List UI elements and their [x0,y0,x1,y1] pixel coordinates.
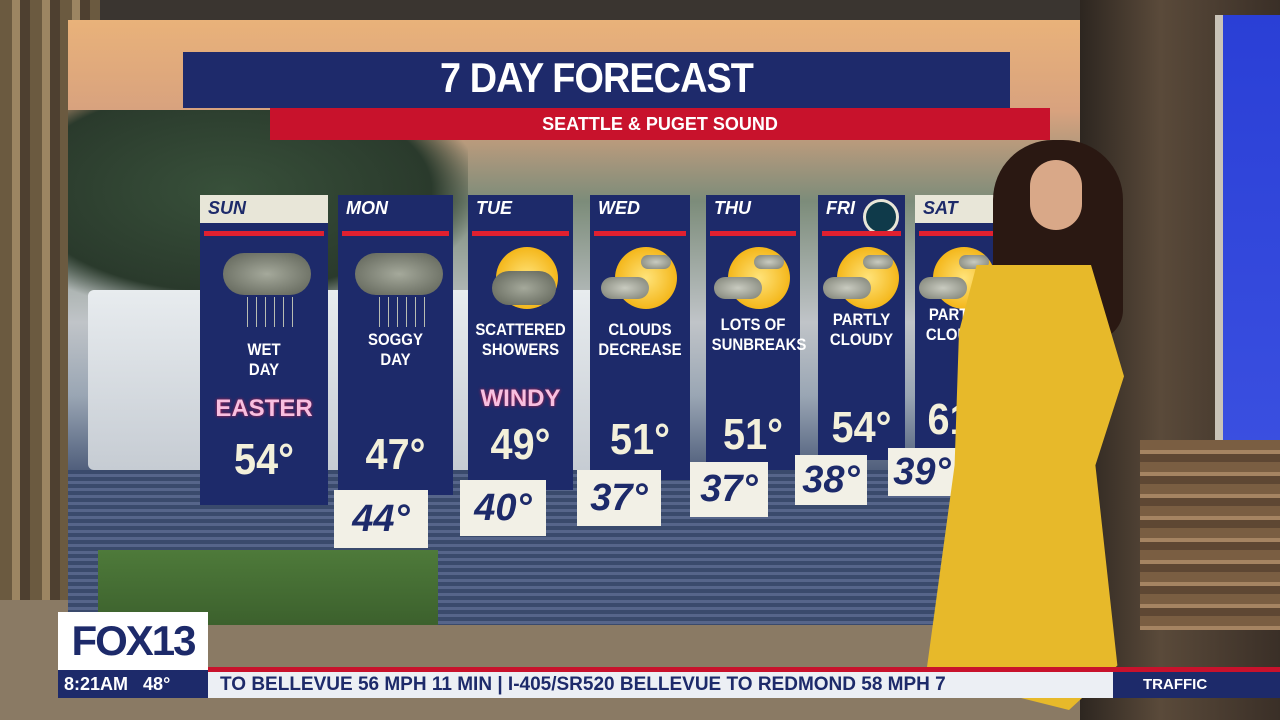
condition-line-1: SOGGY [368,330,423,349]
low-temp: 44° [334,490,428,548]
forecast-subtitle: SEATTLE & PUGET SOUND [542,114,778,134]
red-divider [710,231,796,236]
rain-cloud-icon [223,247,311,327]
condition-line-2: SUNBREAKS [711,335,807,354]
red-divider [822,231,901,236]
day-label: MON [346,198,388,218]
stone-shelf [1140,440,1280,630]
condition-line-2: DAY [380,350,411,369]
clock-time: 8:21AM [64,674,129,694]
high-temp: 51° [723,410,783,459]
forecast-video-wall: 7 DAY FORECAST SEATTLE & PUGET SOUND SUN… [68,20,1080,625]
low-temp: 39° [888,448,956,496]
fox13-logo: FOX13 [58,612,208,670]
condition-line-2: CLOUDY [829,330,894,349]
day-column-wed: WED CLOUDS DECREASE 51° [590,195,690,480]
sun-showers-icon [486,247,558,309]
day-column-fri: FRI PARTLY CLOUDY 54° [818,195,905,460]
day-label: FRI [826,198,855,218]
day-label: THU [714,198,751,218]
red-divider [472,231,569,236]
condition-line-1: CLOUDS [608,320,672,339]
forecast-title: 7 DAY FORECAST [439,54,754,101]
red-divider [919,231,996,236]
rain-cloud-icon [354,247,443,327]
condition-line-1: WET [247,340,281,359]
high-temp: 47° [365,430,426,479]
condition-line-1: PARTLY [832,310,891,329]
subtitle-banner [270,108,1050,140]
day-label: SUN [200,195,328,223]
condition-line-2: DECREASE [598,340,682,359]
condition-line-1: LOTS OF [720,315,786,334]
low-temp: 38° [795,455,867,505]
condition-line-2: SHOWERS [481,340,560,359]
traffic-ticker: TO BELLEVUE 56 MPH 11 MIN | I-405/SR520 … [208,667,1113,698]
current-temp: 48° [143,674,171,694]
day-column-thu: THU LOTS OF SUNBREAKS 51° [706,195,807,470]
day-column-tue: TUE SCATTERED SHOWERS WINDY 49° [468,195,573,490]
badge: EASTER [215,395,313,422]
blue-video-panel [1215,15,1280,445]
day-label: TUE [476,198,512,218]
meteorologist-face [1030,160,1082,230]
title-banner [183,52,1010,108]
time-temp-bar: 8:21AM 48° [58,670,208,698]
day-label: SAT [915,195,1000,223]
red-divider [342,231,449,236]
partly-sunny-icon [714,247,790,309]
red-divider [594,231,686,236]
day-label: WED [598,198,640,218]
mariners-logo [863,199,899,235]
red-divider [204,231,324,236]
badge: WINDY [480,385,561,412]
high-temp: 49° [490,420,551,469]
partly-sunny-icon [822,247,899,309]
high-temp: 51° [610,415,670,464]
condition-line-1: SCATTERED [475,320,566,339]
low-temp: 37° [690,462,768,517]
low-temp: 37° [577,470,661,526]
day-column-sun: SUN WET DAY EASTER 54° [200,195,328,505]
day-column-mon: MON SOGGY DAY 47° [338,195,453,495]
high-temp: 54° [831,403,892,452]
condition-line-2: DAY [248,360,280,379]
partly-sunny-icon [601,247,677,309]
low-temp: 40° [460,480,546,536]
high-temp: 54° [234,435,294,484]
ticker-label: TRAFFIC [1113,667,1280,698]
meteorologist-dress [926,265,1124,710]
